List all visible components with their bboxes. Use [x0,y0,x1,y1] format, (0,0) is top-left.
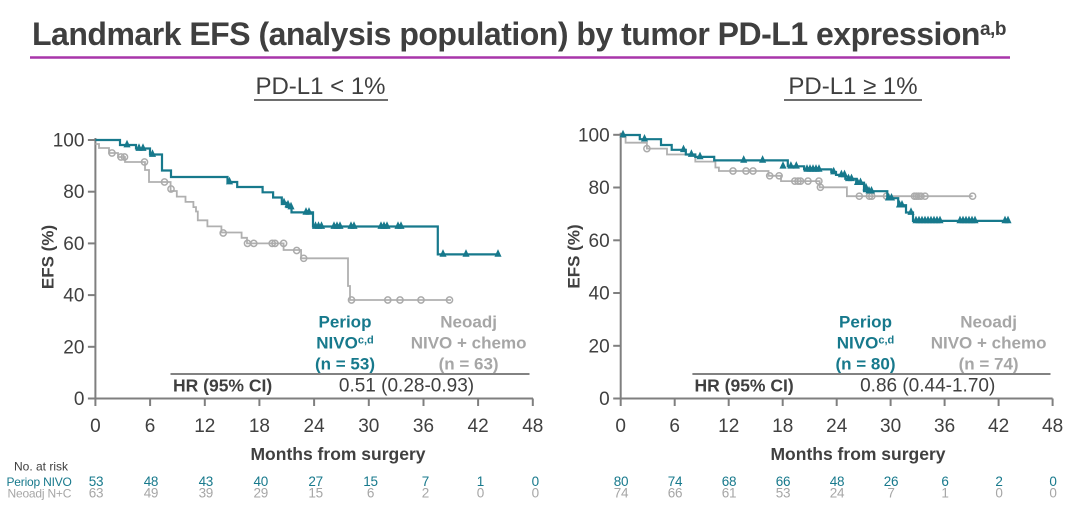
svg-text:6: 6 [145,416,156,437]
svg-text:36: 36 [413,416,434,437]
svg-text:Neoadj: Neoadj [960,313,1017,332]
svg-text:30: 30 [880,416,901,437]
svg-text:18: 18 [249,416,270,437]
svg-text:Periop NIVO: Periop NIVO [7,475,72,489]
svg-text:48: 48 [144,474,158,489]
svg-text:6: 6 [669,416,680,437]
svg-text:80: 80 [589,178,610,199]
svg-text:0: 0 [74,389,85,410]
svg-text:2: 2 [995,474,1002,489]
svg-text:29: 29 [253,486,267,501]
svg-text:80: 80 [63,182,84,203]
svg-text:63: 63 [89,486,103,501]
svg-text:0: 0 [477,486,484,501]
svg-text:40: 40 [253,474,267,489]
svg-text:NIVO + chemo: NIVO + chemo [931,334,1047,353]
svg-text:24: 24 [830,486,845,501]
svg-text:61: 61 [722,486,736,501]
svg-text:24: 24 [826,416,848,437]
svg-text:42: 42 [988,416,1009,437]
svg-text:No. at risk: No. at risk [14,460,69,474]
svg-text:68: 68 [722,474,736,489]
svg-text:27: 27 [308,474,322,489]
svg-text:PD-L1 ≥ 1%: PD-L1 ≥ 1% [788,73,917,100]
svg-text:0: 0 [90,416,101,437]
svg-text:0: 0 [1049,474,1056,489]
svg-text:49: 49 [144,486,158,501]
svg-text:36: 36 [934,416,955,437]
svg-text:66: 66 [776,474,790,489]
svg-text:15: 15 [308,486,322,501]
svg-text:15: 15 [363,474,377,489]
svg-text:0: 0 [532,486,539,501]
svg-text:60: 60 [63,234,84,255]
svg-text:HR (95% CI): HR (95% CI) [695,376,794,396]
svg-text:0.51 (0.28-0.93): 0.51 (0.28-0.93) [339,376,474,397]
svg-text:40: 40 [589,284,610,305]
svg-text:7: 7 [887,486,894,501]
svg-text:18: 18 [772,416,793,437]
svg-text:Landmark EFS (analysis populat: Landmark EFS (analysis population) by tu… [32,16,1006,52]
svg-text:0: 0 [995,486,1002,501]
svg-text:48: 48 [522,416,543,437]
svg-text:80: 80 [614,474,628,489]
svg-text:1: 1 [941,486,948,501]
svg-text:53: 53 [776,486,790,501]
svg-text:40: 40 [63,286,84,307]
svg-text:100: 100 [53,131,85,152]
svg-text:20: 20 [63,337,84,358]
svg-text:Months from surgery: Months from surgery [770,444,945,464]
svg-text:EFS (%): EFS (%) [39,225,58,289]
svg-text:53: 53 [89,474,103,489]
svg-text:39: 39 [199,486,213,501]
svg-text:(n = 53): (n = 53) [315,355,375,374]
svg-text:48: 48 [1042,416,1063,437]
svg-text:0: 0 [532,474,539,489]
svg-text:(n = 74): (n = 74) [959,355,1019,374]
svg-text:42: 42 [468,416,489,437]
svg-text:48: 48 [830,474,844,489]
svg-text:Periop: Periop [839,313,892,332]
svg-text:0: 0 [599,389,610,410]
svg-text:6: 6 [367,486,374,501]
svg-text:PD-L1 < 1%: PD-L1 < 1% [255,73,385,100]
svg-text:1: 1 [477,474,484,489]
svg-text:100: 100 [578,125,610,146]
svg-text:24: 24 [304,416,326,437]
svg-text:Neoadj N+C: Neoadj N+C [8,487,72,501]
svg-text:12: 12 [194,416,215,437]
svg-text:30: 30 [358,416,379,437]
svg-text:Neoadj: Neoadj [440,313,497,332]
svg-text:66: 66 [668,486,682,501]
svg-text:74: 74 [668,474,683,489]
svg-text:0: 0 [615,416,626,437]
svg-text:26: 26 [884,474,898,489]
svg-text:(n = 80): (n = 80) [836,355,896,374]
svg-text:Months from surgery: Months from surgery [250,444,425,464]
svg-text:74: 74 [614,486,629,501]
svg-text:(n = 63): (n = 63) [439,355,499,374]
svg-text:12: 12 [718,416,739,437]
svg-text:0: 0 [1049,486,1056,501]
svg-text:Periop: Periop [319,313,372,332]
svg-text:43: 43 [199,474,213,489]
svg-text:0.86 (0.44-1.70): 0.86 (0.44-1.70) [860,376,995,397]
svg-text:2: 2 [422,486,429,501]
svg-text:60: 60 [589,231,610,252]
svg-text:6: 6 [941,474,948,489]
svg-text:7: 7 [422,474,429,489]
svg-text:EFS (%): EFS (%) [565,224,584,288]
svg-text:HR (95% CI): HR (95% CI) [173,376,272,396]
svg-text:20: 20 [589,336,610,357]
svg-text:NIVO + chemo: NIVO + chemo [411,334,527,353]
